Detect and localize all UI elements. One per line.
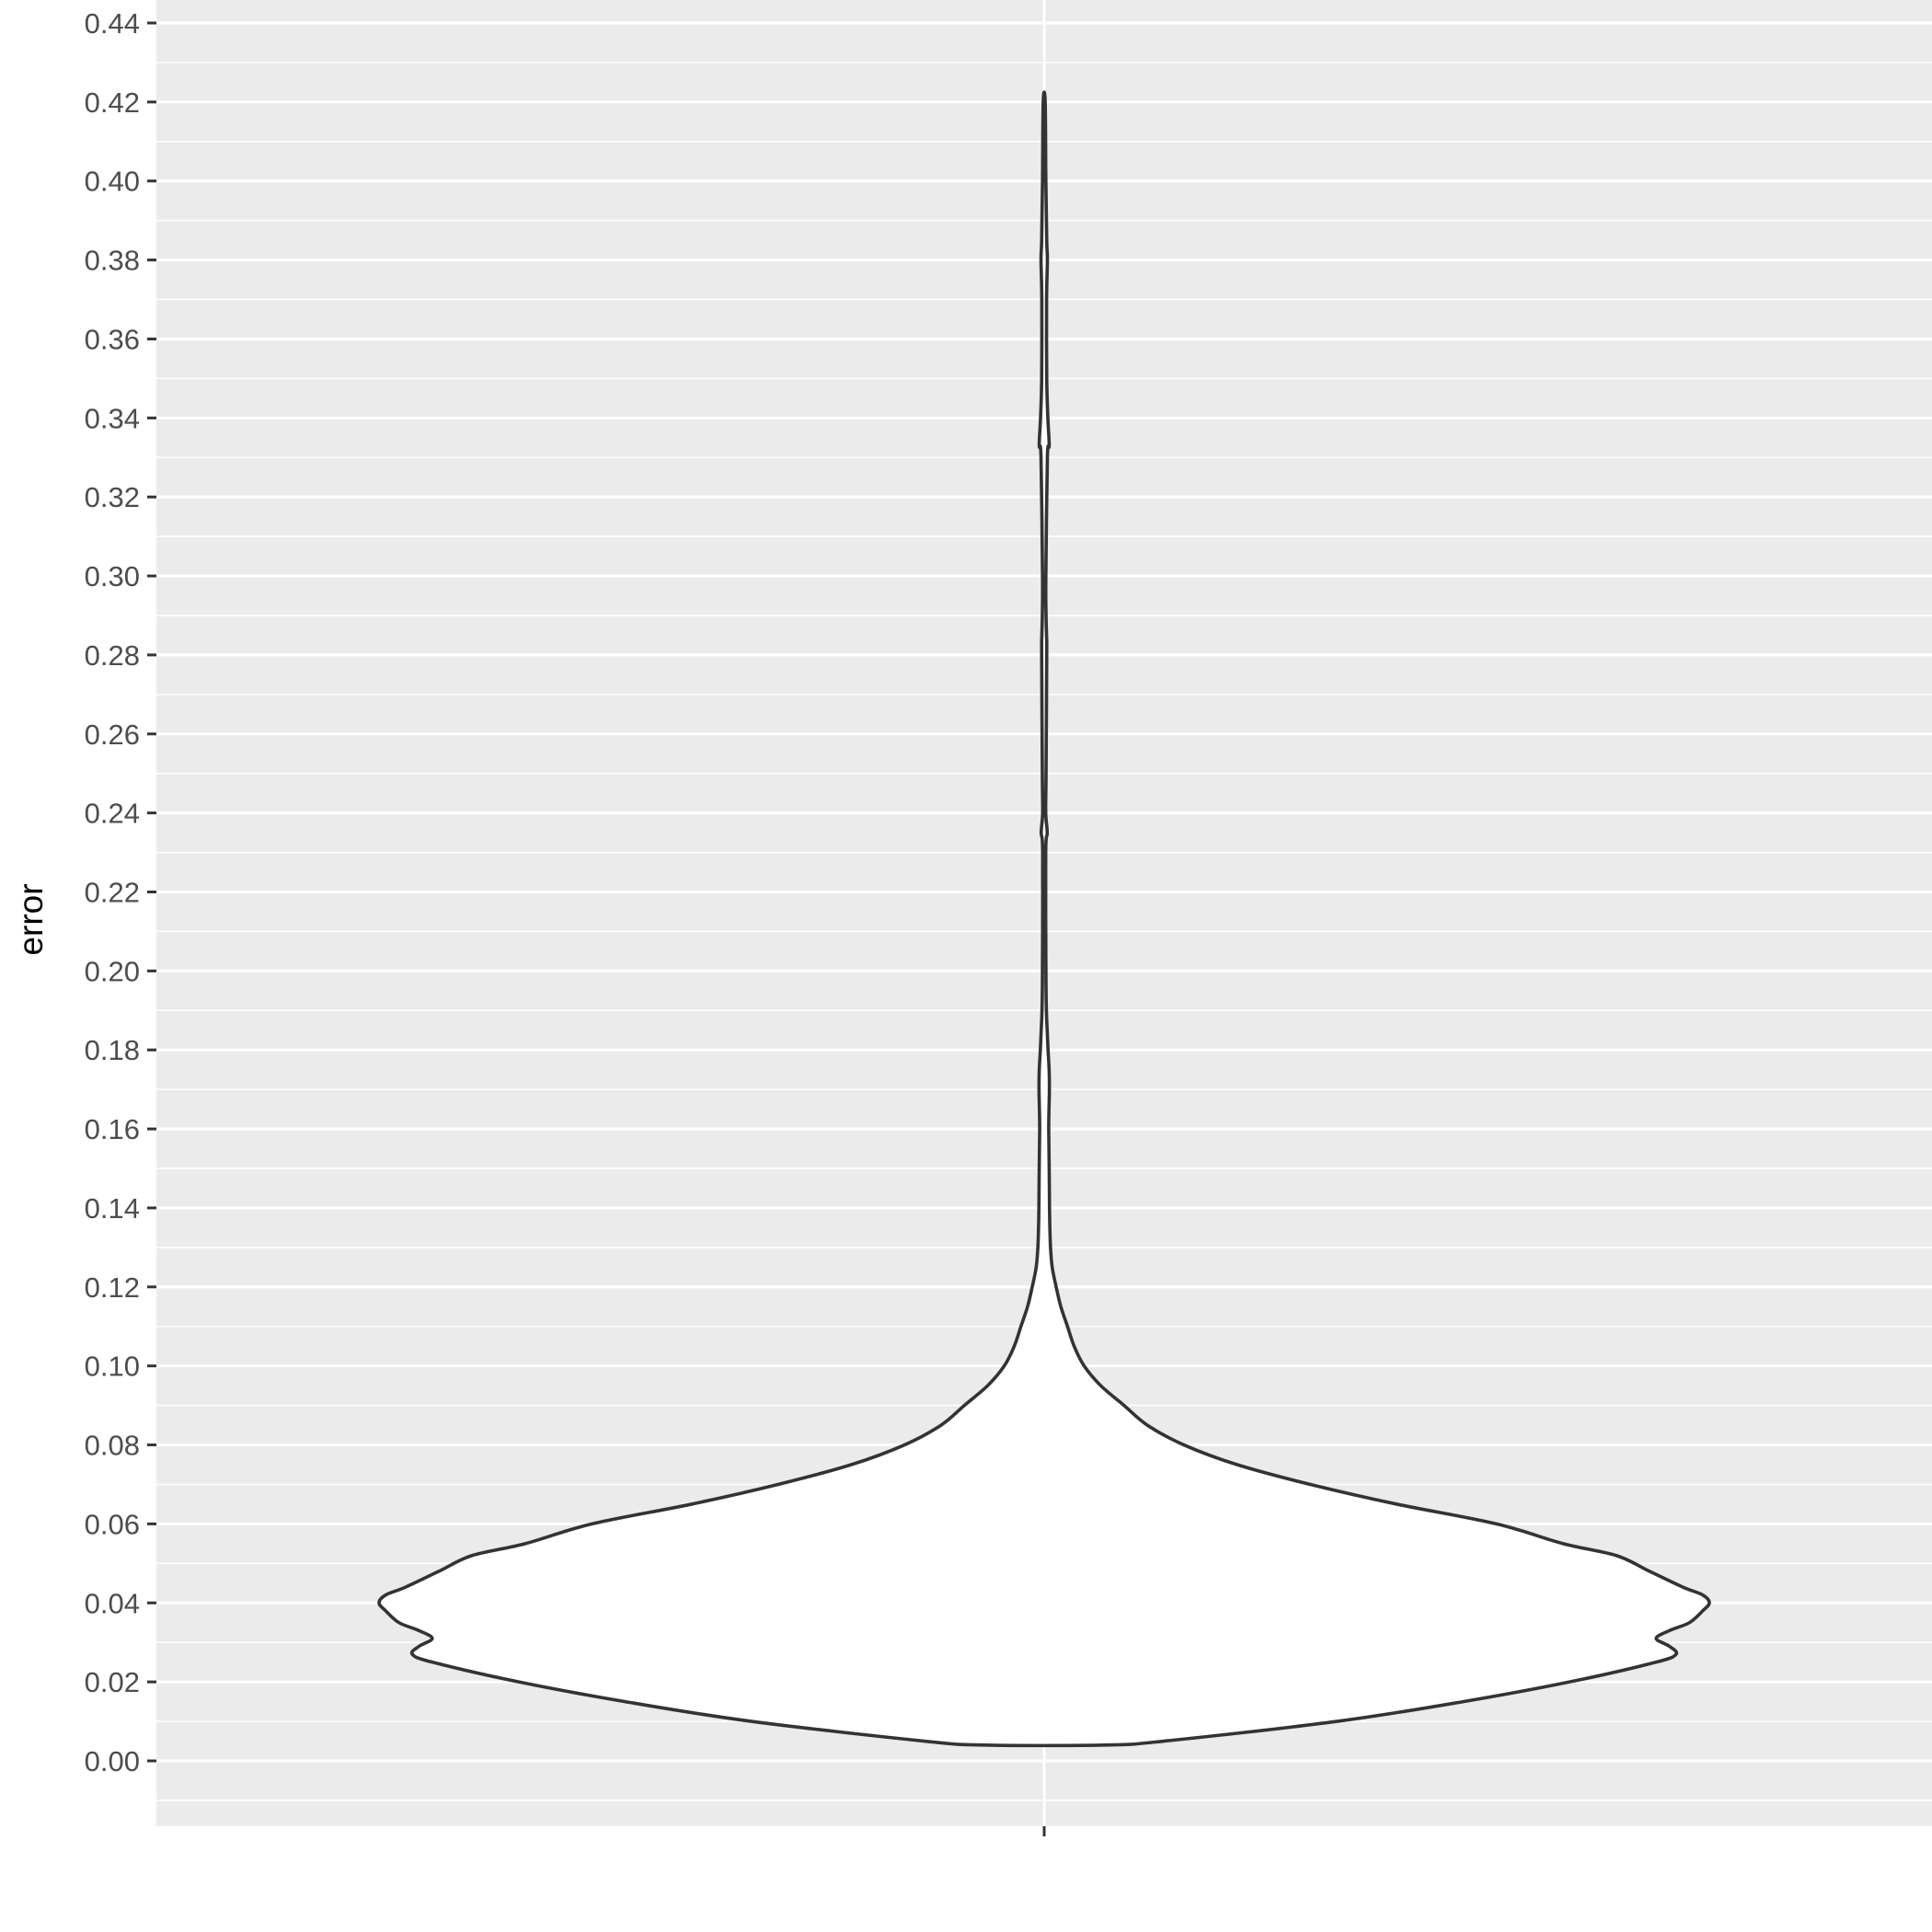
y-axis-ticks	[147, 21, 156, 1763]
y-tick-label: 0.14	[85, 1192, 140, 1225]
y-tick-label: 0.10	[85, 1351, 140, 1383]
y-tick-label: 0.22	[85, 877, 140, 909]
y-tick-label: 0.02	[85, 1666, 140, 1698]
y-axis-title: error	[12, 883, 50, 955]
y-tick-label: 0.32	[85, 481, 140, 513]
y-tick-label: 0.18	[85, 1034, 140, 1066]
y-tick-label: 0.26	[85, 719, 140, 751]
y-tick-label: 0.06	[85, 1508, 140, 1540]
y-tick-label: 0.08	[85, 1430, 140, 1462]
y-tick-label: 0.44	[85, 7, 140, 40]
y-tick-label: 0.30	[85, 560, 140, 592]
y-tick-label: 0.40	[85, 166, 140, 198]
y-tick-label: 0.00	[85, 1745, 140, 1777]
y-tick-label: 0.12	[85, 1271, 140, 1304]
y-axis-tick-labels: 0.00 0.02 0.04 0.06 0.08 0.10 0.12 0.14 0.16 0.18…	[85, 7, 140, 1777]
y-tick-label: 0.38	[85, 245, 140, 277]
y-tick-label: 0.28	[85, 639, 140, 672]
y-tick-label: 0.20	[85, 955, 140, 987]
violin-shape	[377, 90, 1711, 1748]
y-tick-label: 0.16	[85, 1113, 140, 1145]
y-tick-label: 0.42	[85, 86, 140, 119]
y-tick-label: 0.34	[85, 402, 140, 434]
y-tick-label: 0.24	[85, 798, 140, 830]
y-tick-label: 0.36	[85, 323, 140, 355]
y-tick-label: 0.04	[85, 1587, 140, 1619]
